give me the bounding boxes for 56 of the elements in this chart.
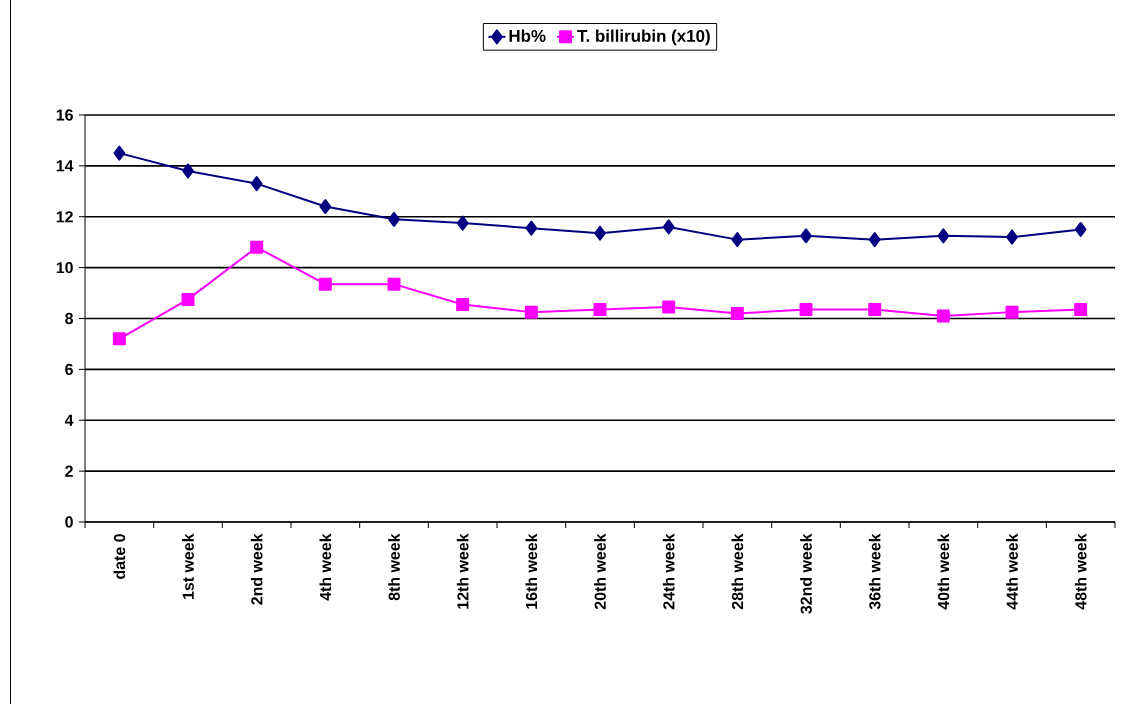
point [730,306,744,320]
x-tick-label: 48th week [1074,533,1087,610]
point [113,145,126,161]
x-tick-label: 24th week [662,533,675,610]
legend-label: Hb% [509,29,546,42]
x-tick-label: 16th week [525,533,538,609]
legend-label: T. billirubin (x10) [577,29,710,46]
point [181,292,195,306]
x-tick-label: 20th week [594,533,606,610]
y-tick-label: 6 [65,363,73,375]
point [318,277,332,291]
point [731,232,744,248]
point [936,309,950,323]
point [868,303,882,317]
y-tick-label: 2 [65,465,73,477]
point [182,163,194,179]
x-tick-label: 1st week [182,533,194,599]
x-tick-label: 8th week [388,533,400,601]
x-tick-label: date 0 [113,534,126,579]
point [1074,221,1087,237]
x-tick-label: 32nd week [800,533,812,614]
point [800,228,812,244]
point [250,176,263,192]
point [594,225,606,241]
y-tick-label: 4 [64,414,74,426]
y-tick-label: 10 [56,261,73,274]
x-tick-label: 12th week [456,533,469,609]
point [937,228,950,244]
x-tick-label: 2nd week [250,533,263,605]
y-tick-label: 8 [65,312,74,325]
x-tick-label: 28th week [731,533,744,610]
point [662,219,675,235]
x-tick-label: 4th week [319,533,332,601]
point [525,220,538,236]
point [250,240,264,254]
x-tick-label: 36th week [868,533,881,610]
point [456,215,469,231]
point [1074,303,1088,317]
y-tick-label: 12 [56,211,73,223]
x-tick-label: 44th week [1006,533,1018,610]
point [868,232,881,248]
point [387,277,401,291]
point [1006,229,1018,245]
point [319,199,332,215]
point [799,303,813,317]
point [112,332,126,346]
point [593,303,607,317]
point [524,305,538,319]
point [1005,305,1019,319]
y-tick-label: 16 [56,109,73,121]
point [388,211,400,227]
y-tick-label: 0 [65,516,73,528]
y-tick-label: 14 [56,160,74,172]
point [662,300,676,314]
point [456,297,470,311]
x-tick-label: 40th week [937,533,950,610]
